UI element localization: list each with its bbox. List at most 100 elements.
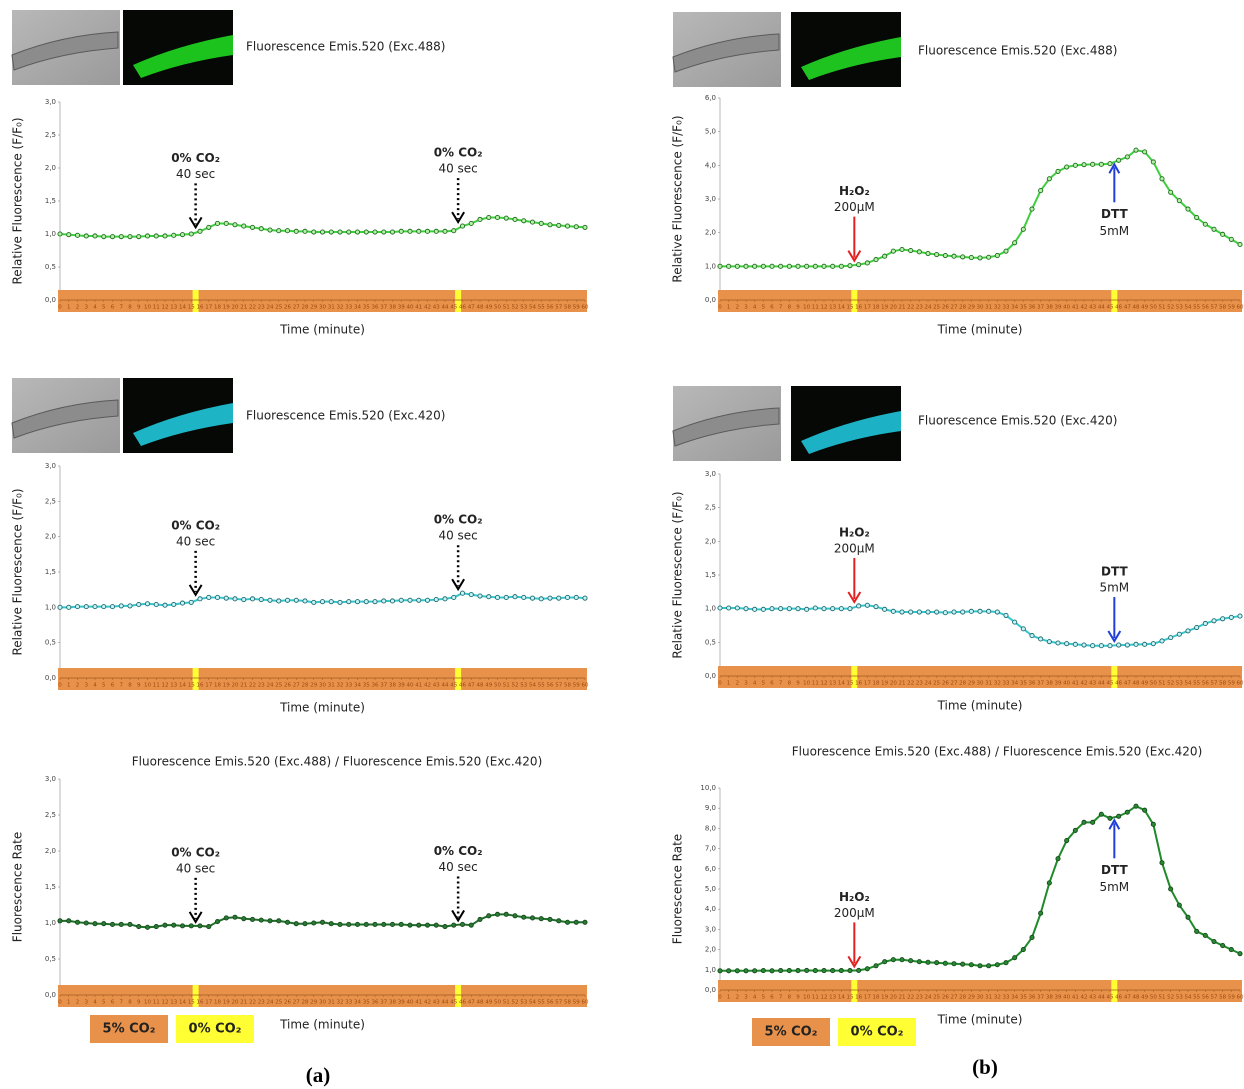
- data-point: [207, 225, 211, 229]
- data-point: [67, 233, 71, 237]
- data-point: [1134, 148, 1138, 152]
- x-tick-label: 48: [477, 305, 484, 311]
- x-tick-label: 16: [855, 305, 862, 311]
- data-point: [917, 250, 921, 254]
- x-tick-label: 34: [354, 305, 361, 311]
- x-tick-label: 16: [855, 995, 862, 1001]
- x-tick-label: 60: [1237, 995, 1244, 1001]
- x-tick-label: 6: [770, 681, 774, 687]
- x-tick-label: 10: [144, 1000, 151, 1006]
- data-point: [504, 595, 508, 599]
- x-tick-label: 33: [1003, 681, 1010, 687]
- y-tick-label: 3,0: [45, 98, 56, 106]
- x-tick-label: 0: [718, 681, 722, 687]
- data-point: [84, 921, 88, 925]
- x-tick-label: 1: [727, 995, 731, 1001]
- data-point: [1143, 808, 1147, 812]
- x-tick-label: 48: [1133, 305, 1140, 311]
- data-point: [294, 598, 298, 602]
- data-point: [909, 248, 913, 252]
- x-tick-label: 17: [864, 995, 871, 1001]
- y-tick-label: 1,0: [45, 230, 56, 238]
- data-point: [900, 247, 904, 251]
- x-tick-label: 20: [890, 681, 897, 687]
- x-tick-label: 47: [1124, 995, 1131, 1001]
- data-point: [408, 598, 412, 602]
- data-point: [207, 595, 211, 599]
- x-tick-label: 31: [328, 305, 335, 311]
- annotation-text: 0% CO₂: [171, 151, 220, 165]
- data-point: [796, 264, 800, 268]
- x-tick-label: 54: [529, 683, 536, 689]
- x-tick-label: 55: [538, 683, 545, 689]
- data-point: [857, 968, 861, 972]
- data-point: [452, 923, 456, 927]
- data-point: [1212, 619, 1216, 623]
- data-point: [163, 234, 167, 238]
- data-point: [425, 229, 429, 233]
- x-tick-label: 24: [925, 995, 932, 1001]
- data-point: [1039, 188, 1043, 192]
- data-point: [137, 925, 141, 929]
- x-tick-label: 8: [128, 1000, 132, 1006]
- annotation-text: 0% CO₂: [434, 844, 483, 858]
- data-point: [1169, 190, 1173, 194]
- x-tick-label: 52: [512, 1000, 519, 1006]
- x-tick-label: 33: [1003, 995, 1010, 1001]
- data-point: [865, 603, 869, 607]
- x-tick-label: 44: [442, 1000, 449, 1006]
- x-tick-label: 17: [864, 681, 871, 687]
- data-point: [277, 599, 281, 603]
- x-tick-label: 28: [959, 681, 966, 687]
- x-tick-label: 11: [153, 305, 160, 311]
- data-point: [831, 607, 835, 611]
- x-tick-label: 56: [547, 305, 554, 311]
- data-point: [417, 229, 421, 233]
- x-tick-label: 12: [821, 305, 828, 311]
- chart-title: Fluorescence Emis.520 (Exc.488): [246, 40, 445, 54]
- data-point: [84, 605, 88, 609]
- data-point: [487, 595, 491, 599]
- data-point: [727, 606, 731, 610]
- x-tick-label: 6: [770, 305, 774, 311]
- y-tick-label: 7,0: [705, 845, 716, 853]
- x-tick-label: 58: [1219, 305, 1226, 311]
- x-tick-label: 55: [538, 1000, 545, 1006]
- data-point: [75, 233, 79, 237]
- x-tick-label: 7: [779, 995, 783, 1001]
- x-tick-label: 7: [779, 305, 783, 311]
- data-point: [917, 960, 921, 964]
- x-tick-label: 52: [512, 305, 519, 311]
- data-point: [163, 603, 167, 607]
- data-point: [312, 600, 316, 604]
- x-tick-label: 24: [925, 305, 932, 311]
- x-tick-label: 12: [162, 1000, 169, 1006]
- x-tick-label: 1: [727, 305, 731, 311]
- data-point: [1229, 237, 1233, 241]
- x-tick-label: 56: [1202, 995, 1209, 1001]
- x-tick-label: 51: [1159, 305, 1166, 311]
- x-tick-label: 48: [477, 1000, 484, 1006]
- y-tick-label: 4,0: [705, 161, 716, 169]
- x-tick-label: 5: [102, 305, 106, 311]
- data-point: [417, 598, 421, 602]
- x-tick-label: 28: [959, 305, 966, 311]
- x-tick-label: 17: [205, 1000, 212, 1006]
- data-point: [1195, 625, 1199, 629]
- data-point: [58, 605, 62, 609]
- data-point: [67, 605, 71, 609]
- data-point: [443, 229, 447, 233]
- data-point: [1238, 952, 1242, 956]
- y-tick-label: 1,5: [45, 197, 56, 205]
- data-point: [215, 221, 219, 225]
- data-point: [753, 969, 757, 973]
- legend-label: 0% CO₂: [851, 1025, 904, 1040]
- data-point: [909, 959, 913, 963]
- data-point: [504, 216, 508, 220]
- x-tick-label: 51: [503, 1000, 510, 1006]
- data-point: [787, 264, 791, 268]
- data-point: [224, 596, 228, 600]
- x-tick-label: 49: [1141, 995, 1148, 1001]
- x-tick-label: 6: [770, 995, 774, 1001]
- data-point: [1177, 199, 1181, 203]
